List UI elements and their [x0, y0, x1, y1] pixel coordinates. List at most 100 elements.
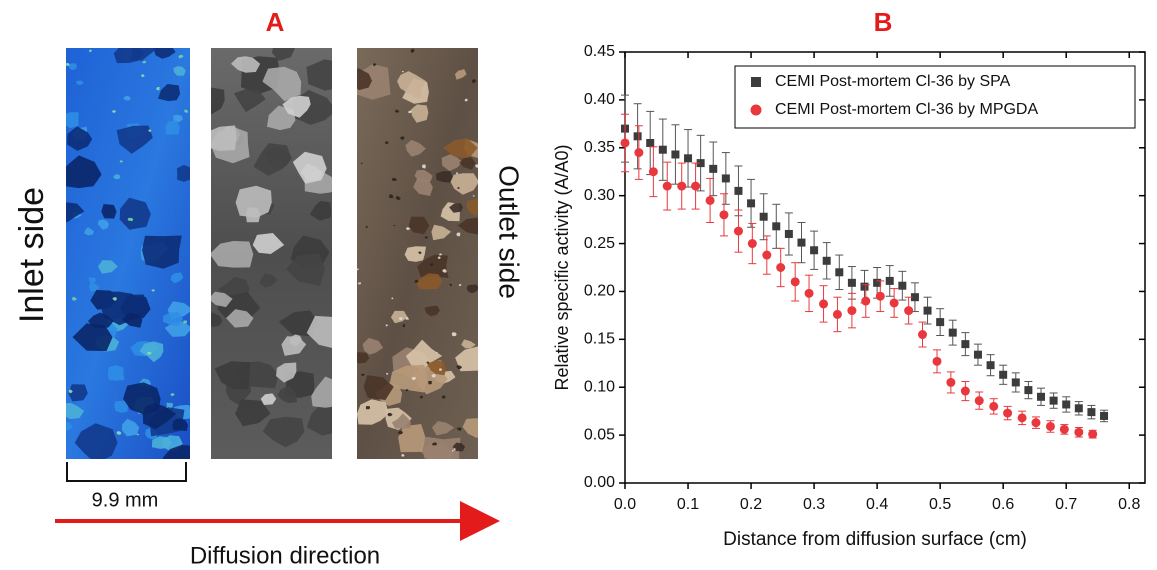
texture-blob	[365, 406, 370, 410]
texture-blob	[147, 351, 152, 355]
data-point	[999, 370, 1008, 379]
y-tick-label: 0.35	[584, 139, 615, 156]
texture-blob	[400, 136, 405, 141]
data-point	[797, 238, 806, 247]
texture-blob	[253, 143, 292, 176]
texture-blob	[74, 423, 118, 459]
texture-blob	[142, 403, 177, 430]
texture-blob	[405, 389, 409, 392]
data-point	[875, 291, 885, 301]
texture-blob	[116, 431, 122, 435]
data-point	[646, 138, 655, 147]
data-point	[910, 293, 919, 302]
data-point	[822, 256, 831, 265]
data-point	[1045, 421, 1055, 431]
texture-blob	[114, 400, 129, 413]
texture-blob	[363, 375, 394, 400]
texture-blob	[121, 418, 140, 437]
texture-blob	[431, 442, 438, 446]
texture-blob	[357, 352, 370, 364]
data-point	[648, 167, 658, 177]
data-point	[932, 356, 942, 366]
data-point	[1074, 404, 1083, 413]
data-point	[1062, 400, 1071, 409]
texture-blob	[183, 320, 188, 324]
texture-blob	[357, 268, 359, 271]
data-point	[847, 306, 857, 316]
scale-label: 9.9 mm	[92, 489, 159, 511]
texture-blob	[423, 442, 453, 459]
texture-blob	[214, 361, 251, 390]
texture-blob	[428, 380, 432, 385]
texture-blob	[173, 66, 186, 76]
texture-blob	[439, 368, 443, 371]
data-point	[1031, 418, 1041, 428]
texture-blob	[395, 195, 401, 200]
texture-blob	[309, 201, 332, 221]
y-tick-label: 0.15	[584, 331, 615, 348]
data-point	[1059, 424, 1069, 434]
inlet-label: Inlet side	[13, 187, 51, 323]
data-point	[721, 174, 730, 183]
texture-blob	[306, 315, 332, 348]
data-point	[819, 299, 829, 309]
panel-b: B 0.00 0.05 0.10 0.15 0.20 0.25 0.30 0.35 0.40 0.4…	[552, 7, 1146, 550]
panel-label: A	[266, 7, 285, 37]
data-point	[747, 239, 757, 249]
texture-blob	[389, 194, 394, 199]
texture-blob	[424, 305, 440, 317]
texture-blob	[464, 98, 468, 102]
data-point	[936, 318, 945, 327]
texture-blob	[142, 235, 182, 269]
texture-blob	[357, 68, 372, 91]
data-point	[733, 226, 743, 236]
data-point	[776, 263, 786, 272]
texture-blob	[276, 362, 297, 383]
data-point	[658, 145, 667, 154]
texture-blob	[112, 297, 117, 301]
texture-blob	[411, 104, 429, 123]
texture-blob	[402, 324, 406, 328]
texture-blob	[361, 373, 366, 376]
texture-blob	[211, 125, 237, 151]
data-point	[960, 386, 970, 396]
data-point	[804, 288, 814, 298]
x-tick-label: 0.0	[614, 496, 636, 513]
texture-blob	[163, 311, 183, 327]
texture-blob	[397, 430, 403, 435]
legend-marker	[751, 77, 761, 87]
texture-blob	[176, 164, 190, 182]
texture-blob	[262, 66, 302, 102]
texture-blob	[393, 224, 396, 227]
texture-blob	[417, 254, 449, 278]
plot-frame	[624, 51, 1146, 484]
y-tick-label: 0.45	[584, 43, 615, 60]
data-point	[634, 148, 644, 158]
texture-blob	[231, 56, 261, 73]
texture-blob	[277, 385, 297, 403]
data-point	[684, 154, 693, 163]
data-point	[898, 281, 907, 290]
texture-blob	[66, 202, 85, 223]
texture-blob	[401, 70, 404, 73]
texture-blob	[462, 418, 478, 438]
data-point	[633, 132, 642, 141]
panel-label: B	[874, 7, 893, 37]
texture-blob	[89, 282, 100, 292]
texture-blob	[401, 453, 405, 457]
texture-blob	[68, 384, 88, 402]
texture-blob	[170, 272, 184, 284]
texture-blob	[357, 399, 389, 425]
texture-blob	[466, 284, 478, 294]
texture-blob	[153, 48, 176, 59]
x-axis-title: Distance from diffusion surface (cm)	[723, 529, 1027, 550]
texture-blob	[235, 185, 272, 218]
texture-blob	[437, 256, 441, 259]
texture-blob	[451, 450, 455, 452]
texture-blob	[459, 157, 476, 170]
texture-blob	[172, 418, 188, 431]
arrow-label: Diffusion direction	[190, 542, 380, 569]
texture-blob	[358, 282, 362, 285]
texture-blob	[436, 171, 453, 183]
texture-blob	[211, 312, 223, 328]
